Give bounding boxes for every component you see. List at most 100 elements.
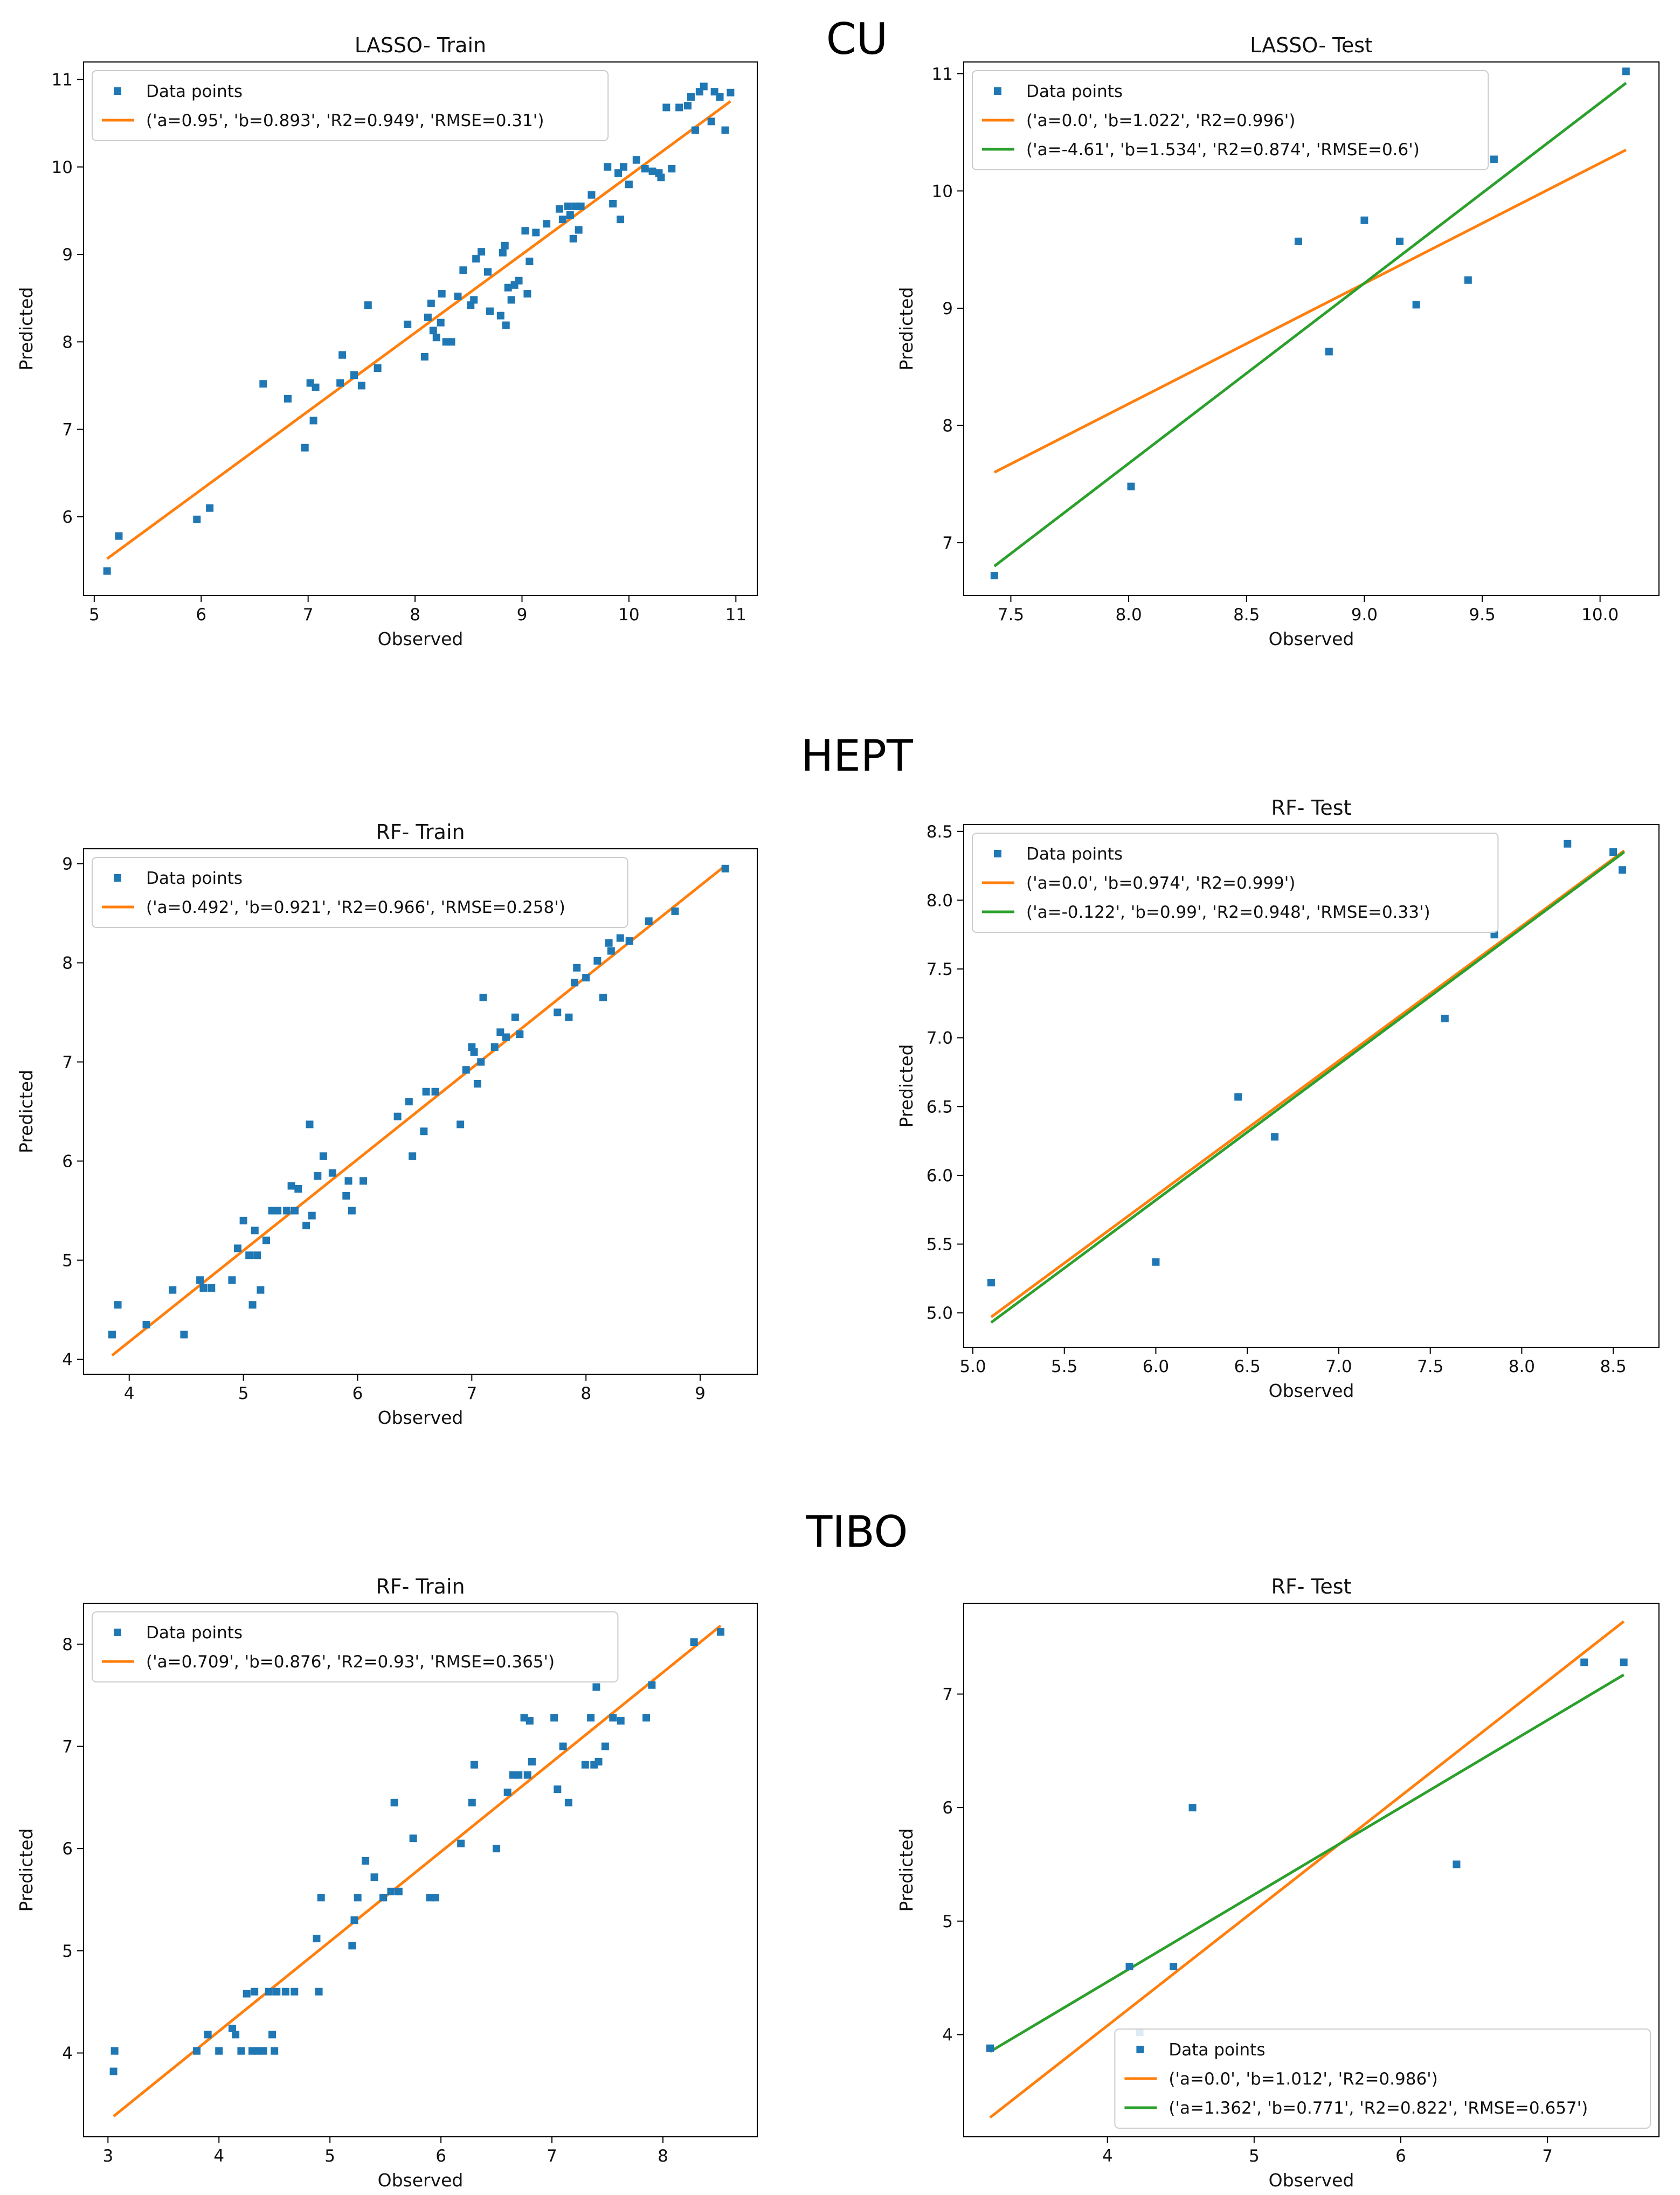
fit-line-1 bbox=[111, 864, 727, 1357]
legend-marker-points bbox=[994, 87, 1001, 95]
y-tick-label: 9 bbox=[942, 299, 953, 318]
data-point bbox=[515, 1771, 523, 1779]
y-axis-label: Predicted bbox=[16, 1070, 37, 1153]
data-point bbox=[234, 1244, 242, 1252]
legend-label-series-1: ('a=0.492', 'b=0.921', 'R2=0.966', 'RMSE… bbox=[146, 898, 565, 917]
y-tick-label: 5 bbox=[62, 1942, 73, 1961]
data-point bbox=[328, 1169, 336, 1177]
x-tick-label: 7.5 bbox=[1417, 1357, 1443, 1376]
data-point bbox=[614, 169, 623, 177]
y-tick-label: 7.0 bbox=[927, 1029, 953, 1048]
legend-box bbox=[92, 70, 609, 141]
legend-marker-points bbox=[1136, 2046, 1144, 2053]
data-point bbox=[431, 1088, 439, 1096]
data-point bbox=[687, 93, 695, 101]
x-tick-label: 7 bbox=[1542, 2146, 1553, 2166]
data-point bbox=[554, 1785, 562, 1794]
data-point bbox=[470, 1048, 478, 1056]
data-point bbox=[281, 1988, 289, 1996]
data-point bbox=[554, 1008, 562, 1016]
data-point bbox=[109, 2067, 117, 2075]
data-point bbox=[1622, 67, 1630, 75]
data-point bbox=[336, 379, 344, 387]
data-point bbox=[228, 1276, 236, 1284]
data-point bbox=[308, 1211, 316, 1220]
y-tick-label: 9 bbox=[62, 245, 73, 265]
data-point bbox=[477, 1058, 485, 1066]
y-tick-label: 6 bbox=[62, 1152, 73, 1171]
data-point bbox=[987, 1279, 995, 1287]
x-axis-label: Observed bbox=[1269, 1380, 1354, 1401]
data-point bbox=[429, 327, 437, 335]
y-tick-label: 6 bbox=[942, 1798, 953, 1818]
x-tick-label: 9 bbox=[517, 605, 528, 625]
fit-line-1 bbox=[989, 1620, 1625, 2119]
x-tick-label: 5 bbox=[238, 1384, 249, 1403]
y-tick-label: 8.0 bbox=[927, 891, 953, 910]
data-point bbox=[344, 1177, 352, 1185]
data-point bbox=[490, 1043, 499, 1051]
x-tick-label: 5.0 bbox=[959, 1357, 986, 1376]
data-point bbox=[301, 444, 309, 452]
chart-title: LASSO- Test bbox=[1250, 33, 1373, 57]
y-tick-label: 10 bbox=[932, 182, 953, 201]
x-tick-label: 9 bbox=[695, 1384, 706, 1403]
data-point bbox=[555, 205, 563, 213]
data-point bbox=[287, 1182, 295, 1190]
chart-title: RF- Test bbox=[1271, 1575, 1352, 1598]
data-point bbox=[721, 126, 729, 134]
x-tick-label: 6.0 bbox=[1143, 1357, 1169, 1376]
chart-panel-4: RF- Test 5.0 5.5 6.0 6.5 7.0 7.5 8.0 8.5 5.0 5.5 6.… bbox=[896, 796, 1660, 1401]
data-point bbox=[338, 351, 347, 359]
data-point bbox=[268, 1207, 276, 1215]
data-point bbox=[437, 318, 445, 327]
legend-marker-points bbox=[994, 850, 1001, 857]
data-point bbox=[601, 1742, 609, 1750]
data-point bbox=[632, 156, 640, 164]
data-point bbox=[237, 2047, 245, 2055]
data-point bbox=[215, 2047, 223, 2055]
data-point bbox=[593, 957, 602, 965]
data-point bbox=[507, 296, 515, 304]
data-point bbox=[605, 939, 613, 947]
data-point bbox=[228, 2024, 236, 2032]
x-axis-label: Observed bbox=[1269, 2170, 1354, 2191]
y-tick-label: 8 bbox=[62, 1635, 73, 1654]
x-tick-label: 9.0 bbox=[1351, 605, 1378, 625]
data-point bbox=[248, 1301, 257, 1309]
data-point bbox=[1234, 1093, 1242, 1101]
y-tick-label: 7 bbox=[62, 1737, 73, 1757]
chart-title: RF- Test bbox=[1271, 796, 1352, 820]
data-point bbox=[265, 1988, 273, 1996]
fit-line-1 bbox=[106, 100, 731, 560]
x-axis-label: Observed bbox=[1269, 628, 1354, 649]
data-point bbox=[283, 1207, 291, 1215]
data-point bbox=[350, 371, 358, 379]
data-point bbox=[496, 1028, 504, 1036]
fit-line-2 bbox=[993, 82, 1627, 567]
x-tick-label: 3 bbox=[102, 2146, 113, 2166]
data-point bbox=[103, 567, 111, 575]
legend-label-series-1: ('a=0.709', 'b=0.876', 'R2=0.93', 'RMSE=… bbox=[146, 1652, 555, 1672]
x-tick-label: 10 bbox=[618, 605, 639, 625]
data-point bbox=[284, 394, 292, 403]
data-point bbox=[684, 102, 692, 110]
data-point bbox=[587, 1714, 595, 1722]
y-tick-label: 7.5 bbox=[927, 960, 953, 979]
data-point bbox=[245, 1251, 253, 1259]
data-point bbox=[196, 1276, 204, 1284]
chart-title: RF- Train bbox=[376, 1575, 465, 1598]
y-tick-label: 10 bbox=[52, 158, 73, 177]
data-point bbox=[251, 1988, 259, 1996]
y-tick-label: 5 bbox=[942, 1912, 953, 1931]
y-tick-label: 4 bbox=[942, 2025, 953, 2045]
data-point bbox=[110, 2047, 119, 2055]
y-tick-label: 9 bbox=[62, 855, 73, 874]
data-point bbox=[315, 1988, 323, 1996]
group-title-tibo: TIBO bbox=[806, 1507, 908, 1557]
axes-frame bbox=[963, 824, 1660, 1348]
legend-label-series-2: ('a=1.362', 'b=0.771', 'R2=0.822', 'RMSE… bbox=[1169, 2099, 1588, 2118]
data-point bbox=[374, 364, 382, 372]
data-point bbox=[457, 1839, 465, 1847]
data-point bbox=[309, 417, 317, 425]
